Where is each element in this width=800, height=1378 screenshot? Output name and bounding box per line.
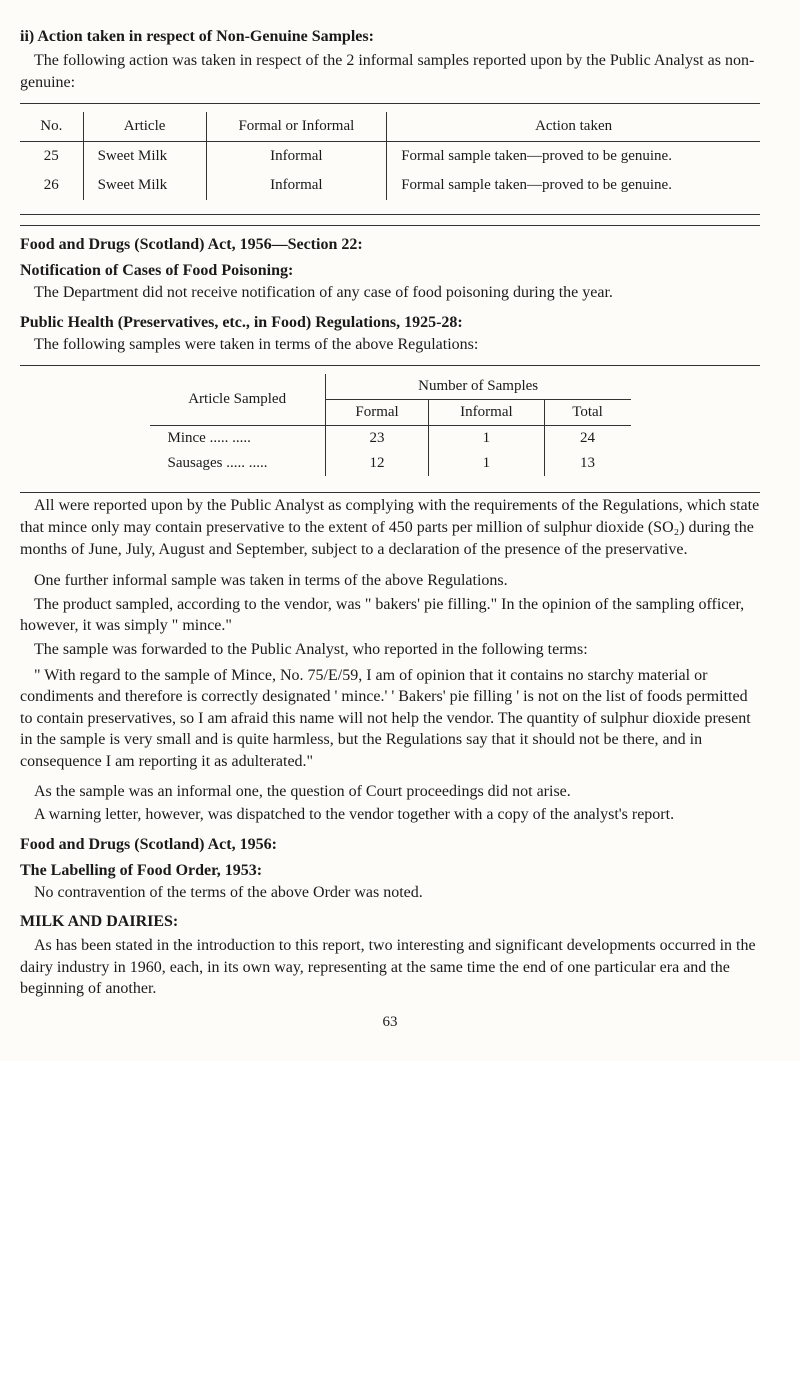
t2-r1-formal: 12 [325, 451, 428, 476]
ph-heading: Public Health (Preservatives, etc., in F… [20, 314, 760, 332]
divider [20, 225, 760, 226]
t2-h-informal: Informal [429, 400, 544, 426]
fdact-h2: The Labelling of Food Order, 1953: [20, 862, 760, 880]
t2-r0-informal: 1 [429, 426, 544, 452]
para-warn: A warning letter, however, was dispatche… [20, 804, 760, 826]
fd-heading-1: Food and Drugs (Scotland) Act, 1956—Sect… [20, 236, 760, 254]
t2-r0-formal: 23 [325, 426, 428, 452]
fd-heading-2: Notification of Cases of Food Poisoning: [20, 262, 760, 280]
t1-h-action: Action taken [387, 112, 760, 142]
para-as: As the sample was an informal one, the q… [20, 781, 760, 803]
section-ii-heading: ii) Action taken in respect of Non-Genui… [20, 28, 760, 46]
t2-h-article: Article Sampled [150, 374, 326, 426]
para-prod: The product sampled, according to the ve… [20, 594, 760, 637]
t1-h-article: Article [83, 112, 206, 142]
t1-h-formal: Formal or Informal [206, 112, 387, 142]
ph-para: The following samples were taken in term… [20, 334, 760, 356]
t2-h-total: Total [544, 400, 630, 426]
t1-r0-action: Formal sample taken—proved to be genuine… [387, 142, 760, 172]
quote-block: " With regard to the sample of Mince, No… [20, 665, 760, 773]
t2-h-formal: Formal [325, 400, 428, 426]
fdact-h1: Food and Drugs (Scotland) Act, 1956: [20, 836, 760, 854]
milk-heading: MILK AND DAIRIES: [20, 913, 760, 931]
t1-h-no: No. [20, 112, 83, 142]
page-number: 63 [20, 1014, 760, 1031]
t2-r1-article: Sausages ..... ..... [150, 451, 326, 476]
para-one: One further informal sample was taken in… [20, 570, 760, 592]
t1-r1-no: 26 [20, 171, 83, 200]
t1-r1-action: Formal sample taken—proved to be genuine… [387, 171, 760, 200]
para-all: All were reported upon by the Public Ana… [20, 495, 760, 560]
t2-r0-total: 24 [544, 426, 630, 452]
t2-r1-total: 13 [544, 451, 630, 476]
t1-r0-article: Sweet Milk [83, 142, 206, 172]
para-sample: The sample was forwarded to the Public A… [20, 639, 760, 661]
table-samples: Article Sampled Number of Samples Formal… [20, 365, 760, 493]
fdact-para: No contravention of the terms of the abo… [20, 882, 760, 904]
fd-para: The Department did not receive notificat… [20, 282, 760, 304]
t1-r0-formal: Informal [206, 142, 387, 172]
t2-r1-informal: 1 [429, 451, 544, 476]
t2-h-span: Number of Samples [325, 374, 630, 400]
section-ii-para: The following action was taken in respec… [20, 50, 760, 93]
t2-r0-article: Mince ..... ..... [150, 426, 326, 452]
t1-r1-formal: Informal [206, 171, 387, 200]
table-non-genuine: No. Article Formal or Informal Action ta… [20, 103, 760, 215]
t1-r1-article: Sweet Milk [83, 171, 206, 200]
t1-r0-no: 25 [20, 142, 83, 172]
milk-para: As has been stated in the introduction t… [20, 935, 760, 1000]
